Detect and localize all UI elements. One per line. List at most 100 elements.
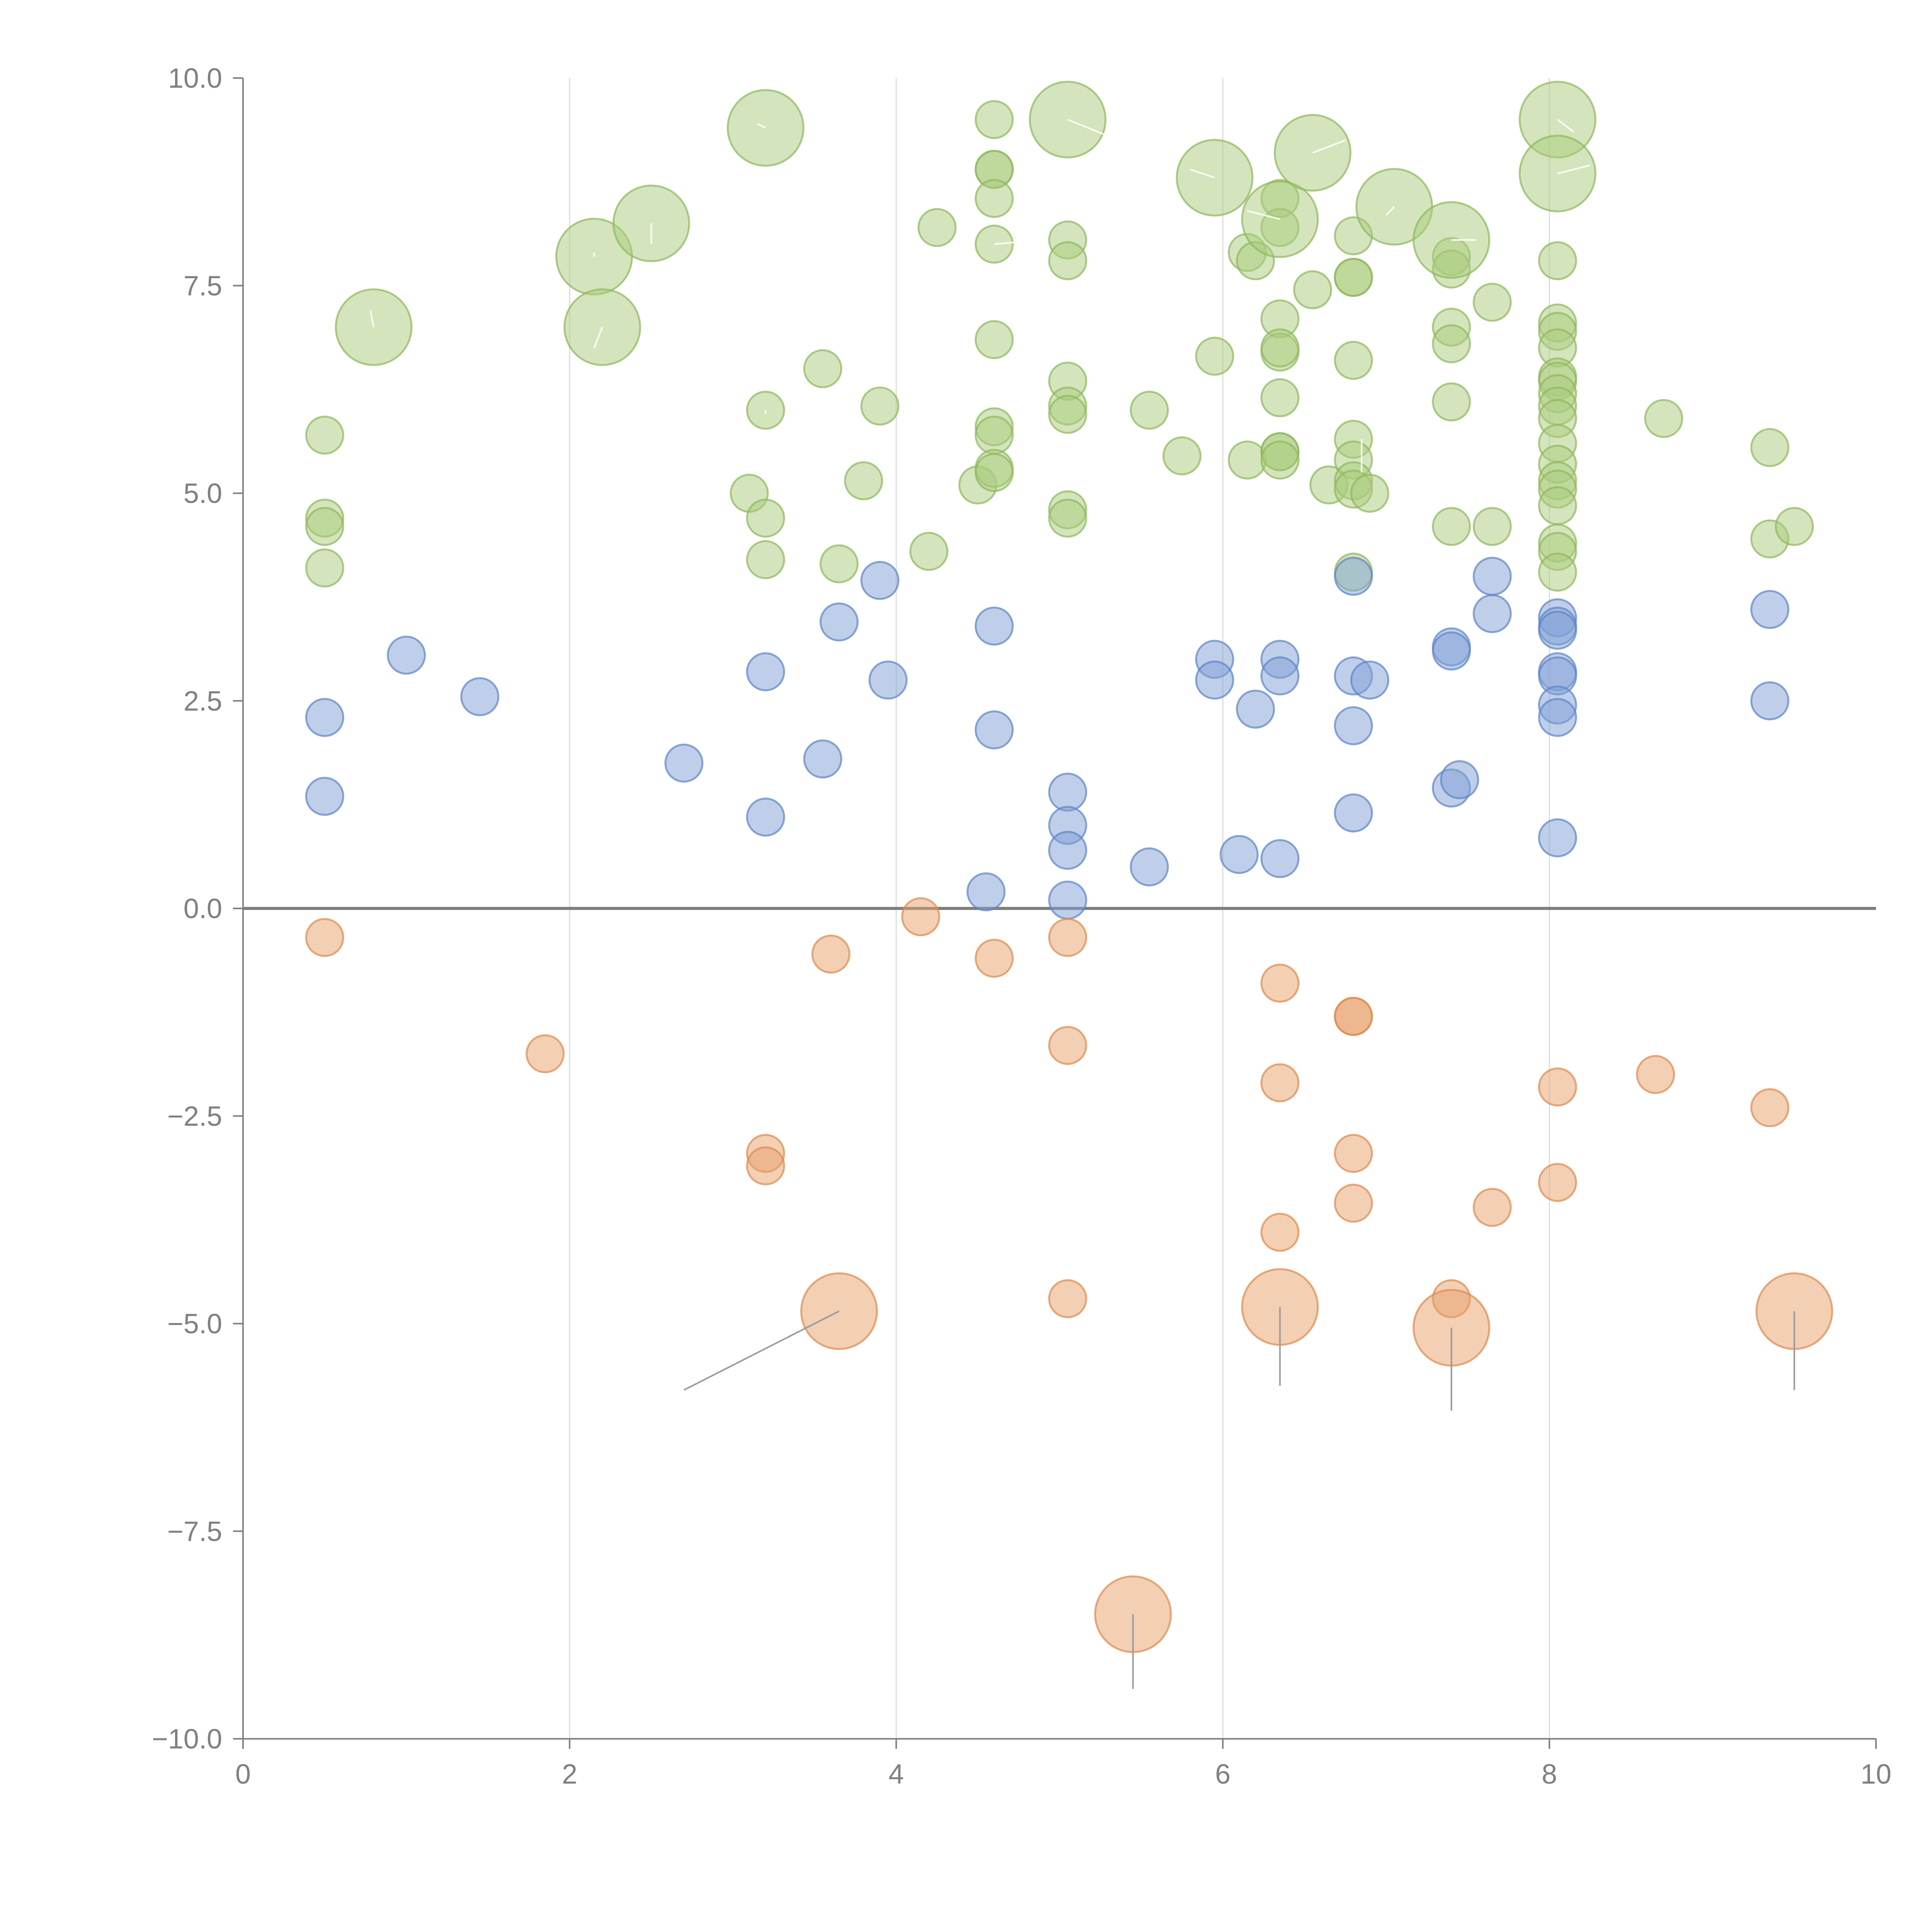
blue-bubble-small [803,739,842,779]
green-bubble-small [844,461,883,500]
green-bubble-small [975,453,1014,492]
blue-bubble-small [1048,831,1087,870]
leader-lines [369,119,1795,1689]
blue-bubble-small [1440,760,1479,799]
y-tick-label: 0.0 [184,893,222,924]
blue-bubble-small [860,561,900,600]
green-bubble-small [1432,324,1471,364]
green-bubble-small [1048,395,1087,434]
green-bubble-small [1775,507,1814,546]
blue-bubble-small [387,636,426,675]
orange-bubble-small [975,939,1014,978]
green-bubble-small [1473,282,1512,322]
green-bubble-small [1195,337,1234,376]
green-bubble-small [803,349,842,388]
green-bubble-small [909,532,949,571]
blue-bubble-small [1260,839,1300,878]
blue-bubble-small [1473,556,1512,596]
green-bubble-small [1538,553,1577,592]
blue-bubble-small [1048,772,1087,812]
blue-bubble-small [1195,660,1234,700]
blue-bubble-small [1538,818,1577,857]
blue-bubble-small [1129,847,1169,887]
green-bubble-small [1162,436,1202,476]
green-bubble-small [1048,498,1087,538]
orange-bubble-small [1048,918,1087,957]
blue-bubble-small [1048,881,1087,920]
x-tick-label: 2 [562,1759,577,1790]
x-tick-label: 8 [1542,1759,1557,1790]
blue-bubble-small [819,602,859,642]
blue-bubble-small [1538,611,1577,650]
green-bubble-small [975,415,1014,455]
orange-bubble-small [1473,1188,1512,1227]
leader-line [1247,210,1281,220]
y-tick-label: 2.5 [184,686,222,717]
green-bubble-small [1228,440,1267,480]
leader-line [757,123,766,129]
leader-line [1557,119,1575,133]
green-bubble-small [1750,428,1789,467]
tick-labels: 0 2 4 6 8 10 10.0 7.5 5.0 2.5 0.0 −2.5 −5.0 −7.5 −10.0 [152,63,1891,1790]
blue-bubble-small [1750,681,1789,721]
x-tick-label: 10 [1861,1759,1891,1790]
green-bubble-small [1260,378,1300,417]
x-tick-label: 4 [888,1759,904,1790]
y-tick-label: 7.5 [184,270,222,301]
leader-line [1067,119,1109,137]
blue-bubble-small [1473,594,1512,633]
blue-bubble-small [1334,706,1373,745]
blue-bubble-small [1350,660,1389,700]
orange-bubble-small [1260,1213,1300,1252]
orange-bubble-small [901,897,940,936]
orange-bubble-small [1260,1063,1300,1102]
leader-line [1312,139,1346,154]
green-bubble-large [1519,134,1597,213]
green-bubble-small [860,386,900,426]
blue-bubble-small [975,710,1014,750]
blue-bubble-small [1432,631,1471,671]
orange-bubble-small [1538,1163,1577,1202]
y-tick-label: −10.0 [152,1724,222,1755]
green-bubble-small [1260,328,1300,367]
orange-bubble-small [811,934,850,974]
blue-bubble-small [746,798,785,837]
green-bubble-small [975,100,1014,139]
leader-line [1190,168,1215,179]
blue-bubble-small [460,677,500,716]
blue-bubble-small [868,660,908,700]
y-tick-label: −7.5 [167,1516,222,1547]
green-bubble-small [1129,391,1169,430]
y-tick-label: −2.5 [167,1101,222,1132]
blue-bubble-small [1334,793,1373,833]
leader-line [593,327,603,349]
orange-bubble-small [1636,1055,1675,1094]
y-tick-label: −5.0 [167,1309,222,1340]
green-bubble-small [917,208,957,247]
blue-bubble-small [966,872,1006,912]
green-bubble-small [1473,507,1512,546]
orange-bubble-small [1048,1279,1087,1318]
blue-bubble-small [1236,689,1275,729]
green-bubble-small [1432,382,1471,422]
green-bubble-small [746,498,785,538]
green-bubble-small [1350,474,1389,513]
leader-line [994,239,1043,245]
blue-bubble-small [664,743,704,783]
green-bubble-small [1538,241,1577,281]
green-bubble-small [975,320,1014,359]
leader-line [1557,164,1590,175]
blue-bubble-small [1750,590,1789,629]
blue-bubble-small [1538,698,1577,737]
green-bubble-small [1048,241,1087,281]
leader-line [1385,206,1395,216]
bubbles [305,80,1833,1653]
leader-line [369,310,375,328]
blue-bubble-small [746,652,785,692]
orange-bubble-small [746,1146,785,1185]
blue-bubble-small [1260,656,1300,696]
green-bubble-small [975,179,1014,218]
blue-bubble-small [975,606,1014,646]
green-bubble-small [305,507,344,546]
